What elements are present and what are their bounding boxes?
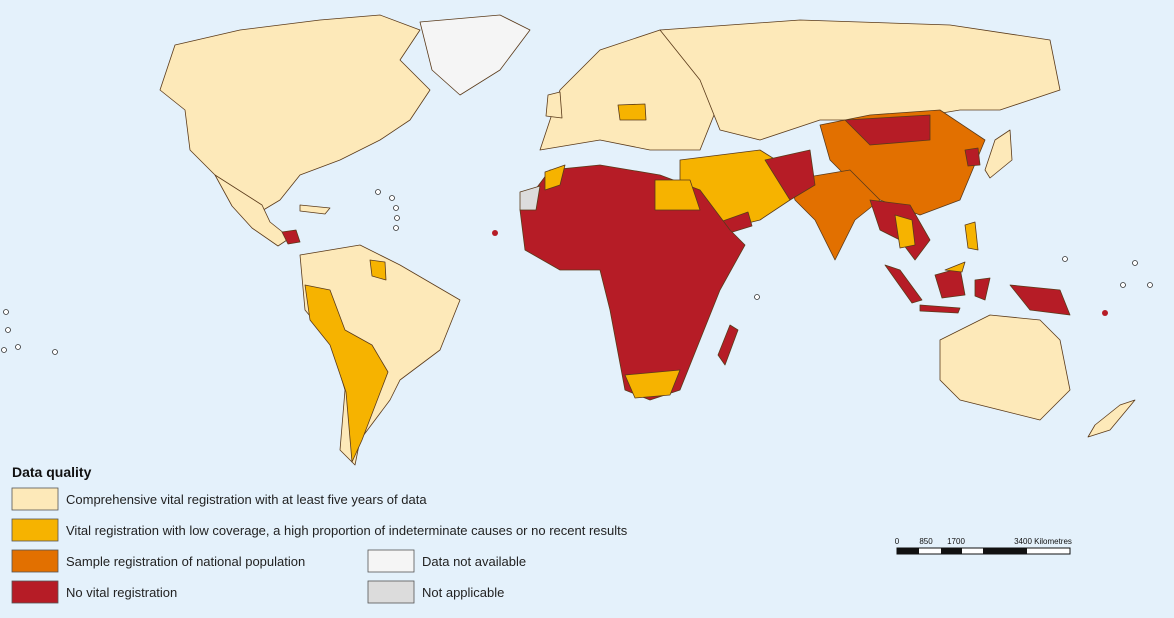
island-marker	[492, 230, 498, 236]
mexico	[214, 174, 291, 247]
world-map	[159, 14, 1136, 466]
malaysia	[944, 261, 966, 273]
island-marker	[375, 189, 381, 195]
australia	[939, 314, 1071, 421]
island-marker	[1132, 260, 1138, 266]
western-sahara	[519, 185, 541, 211]
legend-label: No vital registration	[66, 585, 177, 600]
legend-label: Not applicable	[422, 585, 504, 600]
sulawesi	[974, 277, 991, 301]
scale-label: 3400 Kilometres	[1014, 537, 1072, 546]
india	[789, 169, 881, 261]
island-marker	[52, 349, 58, 355]
sumatra	[884, 264, 923, 304]
uk	[545, 91, 563, 119]
legend-swatch	[367, 580, 415, 604]
island-marker	[393, 225, 399, 231]
central-america	[281, 229, 301, 245]
scale-bar: 0 850 1700 3400 Kilometres	[895, 537, 1072, 555]
legend-label: Data not available	[422, 554, 526, 569]
egypt	[654, 179, 701, 211]
north-america	[159, 14, 431, 216]
legend-label: Comprehensive vital registration with at…	[66, 492, 427, 507]
japan	[984, 129, 1013, 179]
small-islands	[1, 189, 1153, 355]
new-guinea	[1009, 284, 1071, 316]
scale-label: 1700	[947, 537, 965, 546]
legend-swatch	[367, 549, 415, 573]
island-marker	[3, 309, 9, 315]
island-marker	[1120, 282, 1126, 288]
island-marker	[15, 344, 21, 350]
legend-swatch	[11, 549, 59, 573]
guyana	[369, 259, 387, 281]
legend-label: Sample registration of national populati…	[66, 554, 305, 569]
morocco	[544, 164, 566, 191]
mongolia	[844, 114, 931, 146]
island-marker	[1062, 256, 1068, 262]
island-marker	[754, 294, 760, 300]
korea	[964, 147, 981, 167]
caribbean	[299, 204, 331, 215]
island-marker	[1, 347, 7, 353]
madagascar	[717, 324, 739, 366]
philippines	[964, 221, 979, 251]
africa	[519, 164, 746, 401]
borneo	[934, 267, 966, 299]
scale-bar-segment	[983, 548, 1027, 554]
legend-label: Vital registration with low coverage, a …	[66, 523, 628, 538]
island-marker	[394, 215, 400, 221]
island-marker	[5, 327, 11, 333]
java	[919, 304, 961, 314]
legend-swatch	[11, 580, 59, 604]
scale-label: 850	[919, 537, 933, 546]
poland	[617, 103, 647, 121]
island-marker	[389, 195, 395, 201]
greenland	[419, 14, 531, 96]
scale-bar-segment	[941, 548, 962, 554]
legend-swatch	[11, 487, 59, 511]
island-marker	[1102, 310, 1108, 316]
russia	[659, 19, 1061, 141]
afghanistan-pakistan	[764, 149, 816, 201]
island-marker	[393, 205, 399, 211]
thailand	[894, 214, 916, 249]
legend-title: Data quality	[12, 464, 92, 480]
island-marker	[1147, 282, 1153, 288]
scale-bar-segment	[897, 548, 919, 554]
south-africa	[624, 369, 681, 399]
scale-label: 0	[895, 537, 900, 546]
andes	[304, 284, 389, 463]
legend: Data quality Comprehensive vital registr…	[11, 464, 628, 604]
new-zealand	[1087, 399, 1136, 438]
legend-swatch	[11, 518, 59, 542]
